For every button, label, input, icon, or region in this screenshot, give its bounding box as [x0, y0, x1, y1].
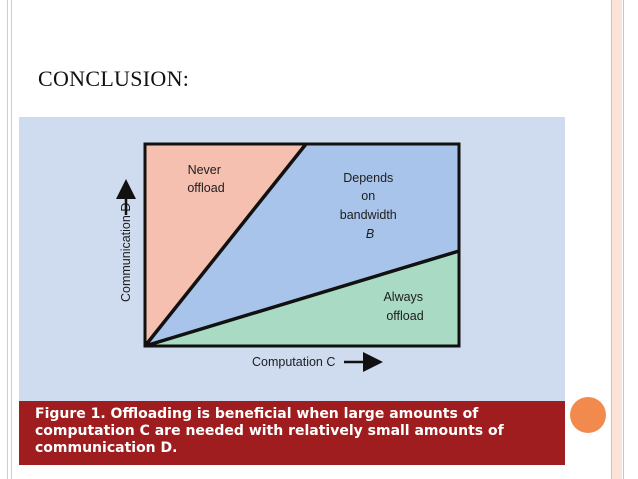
- boundary-line-shallow: [144, 249, 460, 348]
- region-label-depends: Depends on bandwidth B: [340, 171, 400, 241]
- region-label-never-offload: Never offload: [187, 163, 224, 195]
- left-border-rule-inner: [11, 0, 12, 479]
- figure-caption: Figure 1. Offloading is beneficial when …: [19, 401, 565, 465]
- x-axis-label: Computation C: [252, 355, 335, 369]
- boundary-line-steep: [143, 142, 308, 348]
- right-border-rule-outer: [623, 0, 624, 479]
- slide-title: CONCLUSION:: [38, 66, 190, 91]
- offloading-figure: Never offload Depends on bandwidth B Alw…: [19, 117, 565, 465]
- right-border-rule: [611, 0, 612, 479]
- right-accent-band: [612, 0, 622, 479]
- y-axis-label: Communication D: [119, 203, 133, 302]
- plot-frame: [143, 142, 461, 348]
- offloading-diagram: Never offload Depends on bandwidth B Alw…: [116, 142, 461, 372]
- region-depends-on-bandwidth: [145, 144, 459, 346]
- region-label-always-offload: Always offload: [383, 290, 426, 323]
- decorative-dot: [570, 397, 606, 433]
- left-border-rule: [7, 0, 8, 479]
